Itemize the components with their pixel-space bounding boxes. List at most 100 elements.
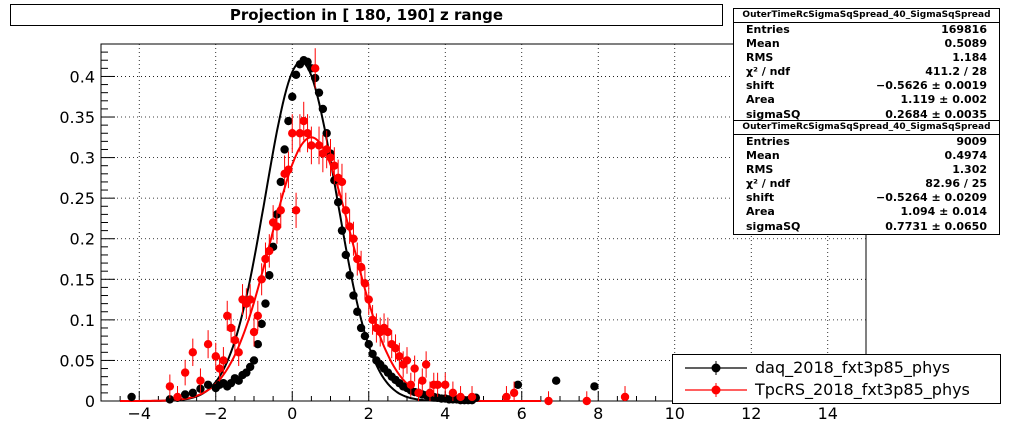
legend-label: daq_2018_fxt3p85_phys	[755, 358, 951, 377]
data-point	[203, 380, 213, 389]
stats-label: RMS	[746, 163, 774, 177]
x-tick-label: 6	[517, 404, 527, 423]
data-point	[509, 388, 519, 398]
data-point	[211, 352, 220, 361]
data-point	[291, 70, 301, 80]
stats-value: 1.094 ± 0.014	[900, 205, 987, 219]
x-tick-label: −4	[127, 404, 151, 423]
data-point	[544, 396, 553, 406]
data-point	[337, 226, 347, 235]
data-point	[180, 390, 190, 399]
data-point	[253, 311, 263, 321]
data-point	[249, 327, 259, 337]
data-point	[349, 234, 358, 243]
data-point	[620, 392, 630, 402]
x-tick-label: −2	[204, 404, 228, 423]
data-point	[311, 64, 320, 73]
x-tick-label: 4	[440, 404, 450, 423]
data-point	[353, 254, 362, 264]
stats-label: sigmaSQ	[746, 107, 801, 121]
stats-label: shift	[746, 191, 775, 205]
data-point	[261, 299, 270, 308]
data-point	[280, 145, 289, 154]
data-point	[303, 129, 312, 138]
data-point	[551, 376, 561, 385]
data-point	[288, 129, 297, 138]
data-point	[276, 206, 285, 215]
stats-value: 0.2684 ± 0.0035	[885, 107, 987, 121]
y-tick-label: 0.05	[59, 351, 95, 370]
data-point	[261, 254, 270, 264]
data-point	[249, 356, 259, 365]
data-point	[245, 295, 255, 304]
stats-row: Area 1.094 ± 0.014	[734, 205, 999, 219]
data-point	[307, 141, 316, 150]
stats-label: Area	[746, 93, 775, 107]
data-point	[410, 364, 419, 373]
data-point	[341, 206, 350, 215]
data-point	[257, 319, 266, 329]
data-point	[456, 392, 465, 402]
stats-value: 0.7731 ± 0.0650	[885, 219, 987, 233]
data-point	[368, 315, 377, 325]
data-point	[303, 57, 312, 67]
data-point	[291, 206, 301, 215]
stats-row: Mean 0.5089	[734, 37, 999, 51]
data-point	[219, 356, 228, 365]
data-point	[284, 165, 293, 174]
data-point	[364, 340, 373, 349]
stats-header: OuterTimeRcSigmaSqSpread_40_SigmaSqSprea…	[734, 121, 999, 135]
stats-value: −0.5264 ± 0.0209	[876, 191, 987, 205]
data-point	[288, 92, 297, 101]
data-point	[265, 246, 274, 256]
data-point	[276, 177, 285, 187]
data-point	[337, 177, 347, 187]
stats-value: 9009	[956, 135, 987, 148]
stats-label: RMS	[746, 51, 774, 65]
data-point	[234, 348, 243, 357]
stats-row: RMS 1.302	[734, 163, 999, 177]
data-point	[196, 376, 205, 385]
data-point	[322, 145, 331, 154]
data-point	[245, 362, 255, 372]
stats-row: shift −0.5264 ± 0.0209	[734, 191, 999, 205]
data-point	[341, 250, 350, 260]
data-point	[391, 344, 400, 353]
stats-row: Area 1.119 ± 0.002	[734, 93, 999, 107]
data-point	[165, 395, 175, 404]
legend: daq_2018_fxt3p85_phys TpcRS_2018_fxt3p85…	[672, 354, 1001, 404]
data-point	[414, 388, 423, 398]
legend-marker-daq-icon	[685, 361, 747, 375]
y-tick-label: 0.15	[59, 270, 95, 289]
data-point	[360, 331, 370, 341]
y-tick-label: 0.4	[70, 67, 95, 86]
data-point	[188, 388, 197, 398]
stats-value: 0.4974	[944, 149, 987, 163]
data-point	[406, 380, 416, 389]
data-point	[180, 368, 190, 377]
stats-row: shift −0.5626 ± 0.0019	[734, 79, 999, 93]
data-point	[230, 335, 240, 345]
data-point	[173, 392, 182, 402]
data-point	[356, 323, 366, 333]
data-point	[299, 116, 308, 126]
data-point	[284, 116, 293, 126]
data-point	[257, 275, 266, 284]
data-point	[368, 349, 377, 359]
stats-label: Entries	[746, 23, 790, 36]
stats-row: Mean 0.4974	[734, 149, 999, 163]
data-point	[364, 295, 373, 304]
stats-value: 169816	[941, 23, 987, 36]
data-point	[349, 291, 358, 300]
y-tick-label: 0.35	[59, 108, 95, 127]
y-tick-label: 0	[85, 392, 95, 411]
stats-label: χ² / ndf	[746, 177, 791, 191]
data-point	[402, 356, 412, 365]
data-point	[226, 323, 236, 333]
stats-label: shift	[746, 79, 775, 93]
data-point	[395, 352, 404, 361]
stats-value: 0.5089	[944, 37, 987, 51]
stats-value: −0.5626 ± 0.0019	[876, 79, 987, 93]
stats-box-daq: OuterTimeRcSigmaSqSpread_40_SigmaSqSprea…	[733, 8, 1000, 123]
data-point	[253, 340, 263, 349]
